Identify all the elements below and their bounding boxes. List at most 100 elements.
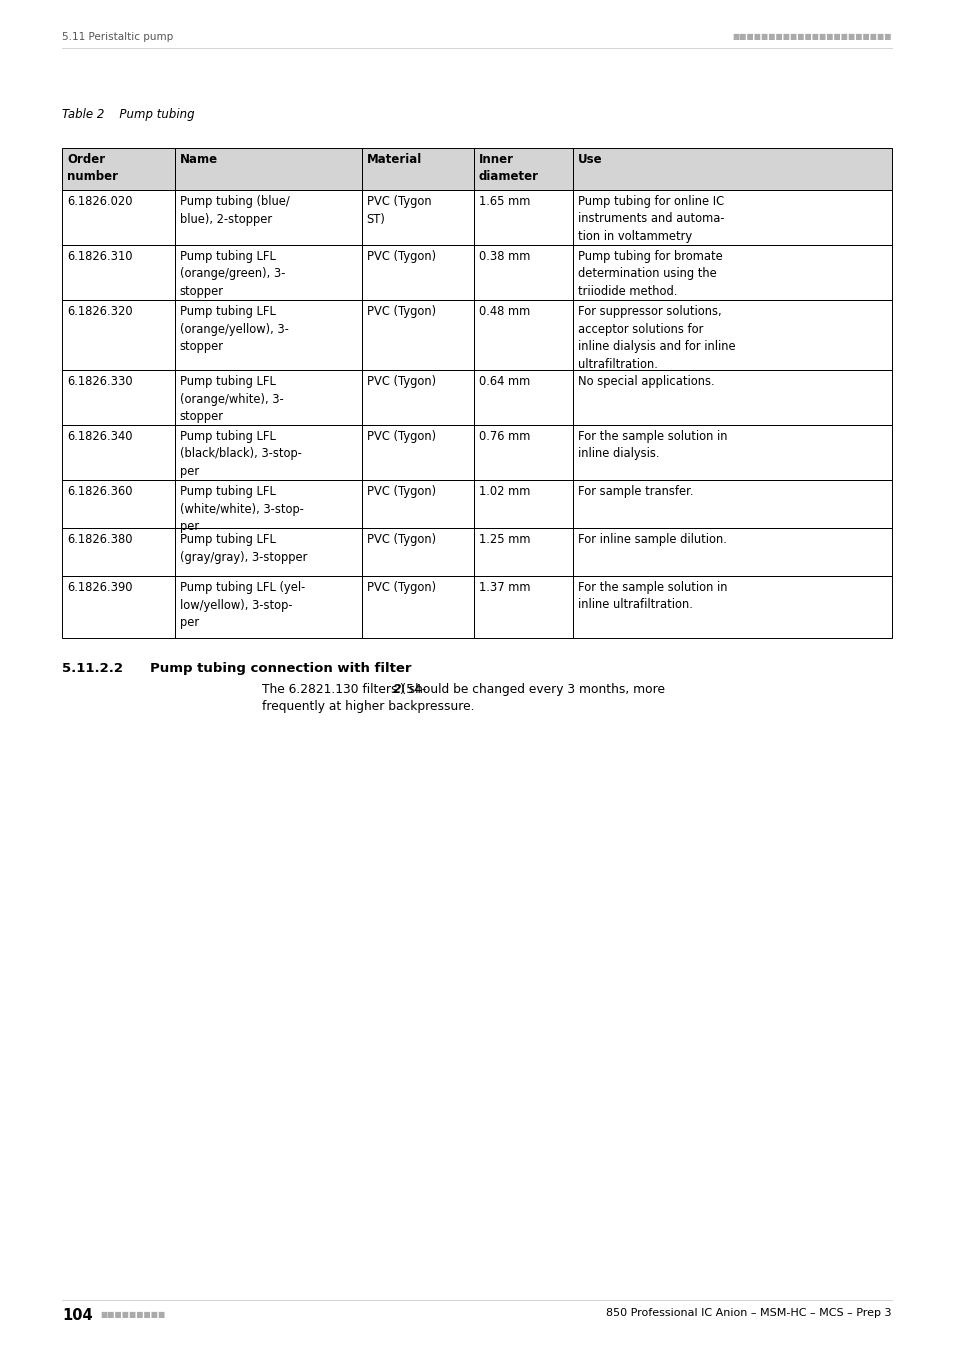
Text: 1.37 mm: 1.37 mm <box>478 580 530 594</box>
Text: PVC (Tygon): PVC (Tygon) <box>366 533 436 545</box>
Bar <box>361 190 474 244</box>
Bar <box>474 528 573 576</box>
Bar <box>573 481 891 528</box>
Text: 5.11 Peristaltic pump: 5.11 Peristaltic pump <box>62 32 173 42</box>
Text: 1.25 mm: 1.25 mm <box>478 533 530 545</box>
Bar <box>474 300 573 370</box>
Bar <box>474 148 573 190</box>
Text: PVC (Tygon): PVC (Tygon) <box>366 485 436 498</box>
Bar <box>361 528 474 576</box>
Text: 5.11.2.2: 5.11.2.2 <box>62 662 123 675</box>
Text: 6.1826.360: 6.1826.360 <box>67 485 132 498</box>
Text: 0.64 mm: 0.64 mm <box>478 375 529 387</box>
Bar <box>361 425 474 481</box>
Text: 6.1826.390: 6.1826.390 <box>67 580 132 594</box>
Bar <box>174 300 361 370</box>
Text: Order
number: Order number <box>67 153 118 184</box>
Bar <box>62 300 174 370</box>
Text: 6.1826.380: 6.1826.380 <box>67 533 132 545</box>
Text: 2: 2 <box>393 683 401 697</box>
Text: Table 2    Pump tubing: Table 2 Pump tubing <box>62 108 194 122</box>
Bar <box>62 576 174 639</box>
Bar <box>62 148 174 190</box>
Bar <box>361 481 474 528</box>
Bar <box>62 370 174 425</box>
Text: For the sample solution in
inline ultrafiltration.: For the sample solution in inline ultraf… <box>578 580 727 612</box>
Text: Pump tubing LFL
(orange/green), 3-
stopper: Pump tubing LFL (orange/green), 3- stopp… <box>180 250 285 298</box>
Text: Pump tubing (blue/
blue), 2-stopper: Pump tubing (blue/ blue), 2-stopper <box>180 194 290 225</box>
Bar <box>361 244 474 300</box>
Bar <box>474 148 573 190</box>
Text: 6.1826.020: 6.1826.020 <box>67 194 132 208</box>
Text: Pump tubing for bromate
determination using the
triiodide method.: Pump tubing for bromate determination us… <box>578 250 722 298</box>
Bar <box>62 425 174 481</box>
Text: PVC (Tygon): PVC (Tygon) <box>366 580 436 594</box>
Bar <box>573 190 891 244</box>
Bar <box>573 528 891 576</box>
Text: 6.1826.340: 6.1826.340 <box>67 431 132 443</box>
Text: 0.48 mm: 0.48 mm <box>478 305 529 319</box>
Bar <box>174 148 361 190</box>
Text: Material: Material <box>366 153 421 166</box>
Bar <box>474 244 573 300</box>
Text: frequently at higher backpressure.: frequently at higher backpressure. <box>262 701 474 713</box>
Bar <box>573 576 891 639</box>
Bar <box>474 190 573 244</box>
Text: PVC (Tygon): PVC (Tygon) <box>366 375 436 387</box>
Bar <box>174 425 361 481</box>
Bar <box>174 244 361 300</box>
Bar <box>573 425 891 481</box>
Bar <box>62 528 174 576</box>
Text: Pump tubing for online IC
instruments and automa-
tion in voltammetry: Pump tubing for online IC instruments an… <box>578 194 724 243</box>
Bar <box>573 370 891 425</box>
Text: 6.1826.320: 6.1826.320 <box>67 305 132 319</box>
Bar <box>573 148 891 190</box>
Bar <box>474 481 573 528</box>
Text: 6.1826.330: 6.1826.330 <box>67 375 132 387</box>
Text: 1.65 mm: 1.65 mm <box>478 194 530 208</box>
Bar <box>474 576 573 639</box>
Bar <box>174 370 361 425</box>
Bar <box>174 148 361 190</box>
Text: Use: Use <box>578 153 602 166</box>
Bar <box>474 370 573 425</box>
Text: 0.38 mm: 0.38 mm <box>478 250 530 263</box>
Text: Pump tubing LFL
(orange/yellow), 3-
stopper: Pump tubing LFL (orange/yellow), 3- stop… <box>180 305 289 352</box>
Text: PVC (Tygon): PVC (Tygon) <box>366 250 436 263</box>
Bar <box>62 148 174 190</box>
Text: Inner
diameter: Inner diameter <box>478 153 538 184</box>
Text: For the sample solution in
inline dialysis.: For the sample solution in inline dialys… <box>578 431 727 460</box>
Text: ■■■■■■■■■: ■■■■■■■■■ <box>100 1310 165 1319</box>
Bar <box>361 576 474 639</box>
Text: Pump tubing LFL (yel-
low/yellow), 3-stop-
per: Pump tubing LFL (yel- low/yellow), 3-sto… <box>180 580 305 629</box>
Text: The 6.2821.130 filters ​(54-: The 6.2821.130 filters ​(54- <box>262 683 426 697</box>
Bar <box>361 148 474 190</box>
Bar <box>573 300 891 370</box>
Bar <box>573 244 891 300</box>
Bar <box>174 481 361 528</box>
Text: PVC (Tygon
ST): PVC (Tygon ST) <box>366 194 431 225</box>
Bar <box>62 244 174 300</box>
Text: PVC (Tygon): PVC (Tygon) <box>366 431 436 443</box>
Text: ■■■■■■■■■■■■■■■■■■■■■■: ■■■■■■■■■■■■■■■■■■■■■■ <box>732 32 891 40</box>
Text: For suppressor solutions,
acceptor solutions for
inline dialysis and for inline
: For suppressor solutions, acceptor solut… <box>578 305 735 370</box>
Text: Pump tubing LFL
(black/black), 3-stop-
per: Pump tubing LFL (black/black), 3-stop- p… <box>180 431 301 478</box>
Text: Pump tubing LFL
(orange/white), 3-
stopper: Pump tubing LFL (orange/white), 3- stopp… <box>180 375 283 423</box>
Bar <box>174 190 361 244</box>
Text: For inline sample dilution.: For inline sample dilution. <box>578 533 726 545</box>
Bar <box>62 481 174 528</box>
Bar <box>174 528 361 576</box>
Text: Pump tubing connection with filter: Pump tubing connection with filter <box>150 662 411 675</box>
Bar <box>62 190 174 244</box>
Text: Pump tubing LFL
(white/white), 3-stop-
per: Pump tubing LFL (white/white), 3-stop- p… <box>180 485 303 533</box>
Text: 6.1826.310: 6.1826.310 <box>67 250 132 263</box>
Text: 850 Professional IC Anion – MSM-HC – MCS – Prep 3: 850 Professional IC Anion – MSM-HC – MCS… <box>606 1308 891 1318</box>
Text: No special applications.: No special applications. <box>578 375 714 387</box>
Bar <box>573 148 891 190</box>
Bar <box>174 576 361 639</box>
Bar <box>361 370 474 425</box>
Text: Pump tubing LFL
(gray/gray), 3-stopper: Pump tubing LFL (gray/gray), 3-stopper <box>180 533 307 563</box>
Bar <box>361 148 474 190</box>
Bar <box>361 300 474 370</box>
Text: For sample transfer.: For sample transfer. <box>578 485 693 498</box>
